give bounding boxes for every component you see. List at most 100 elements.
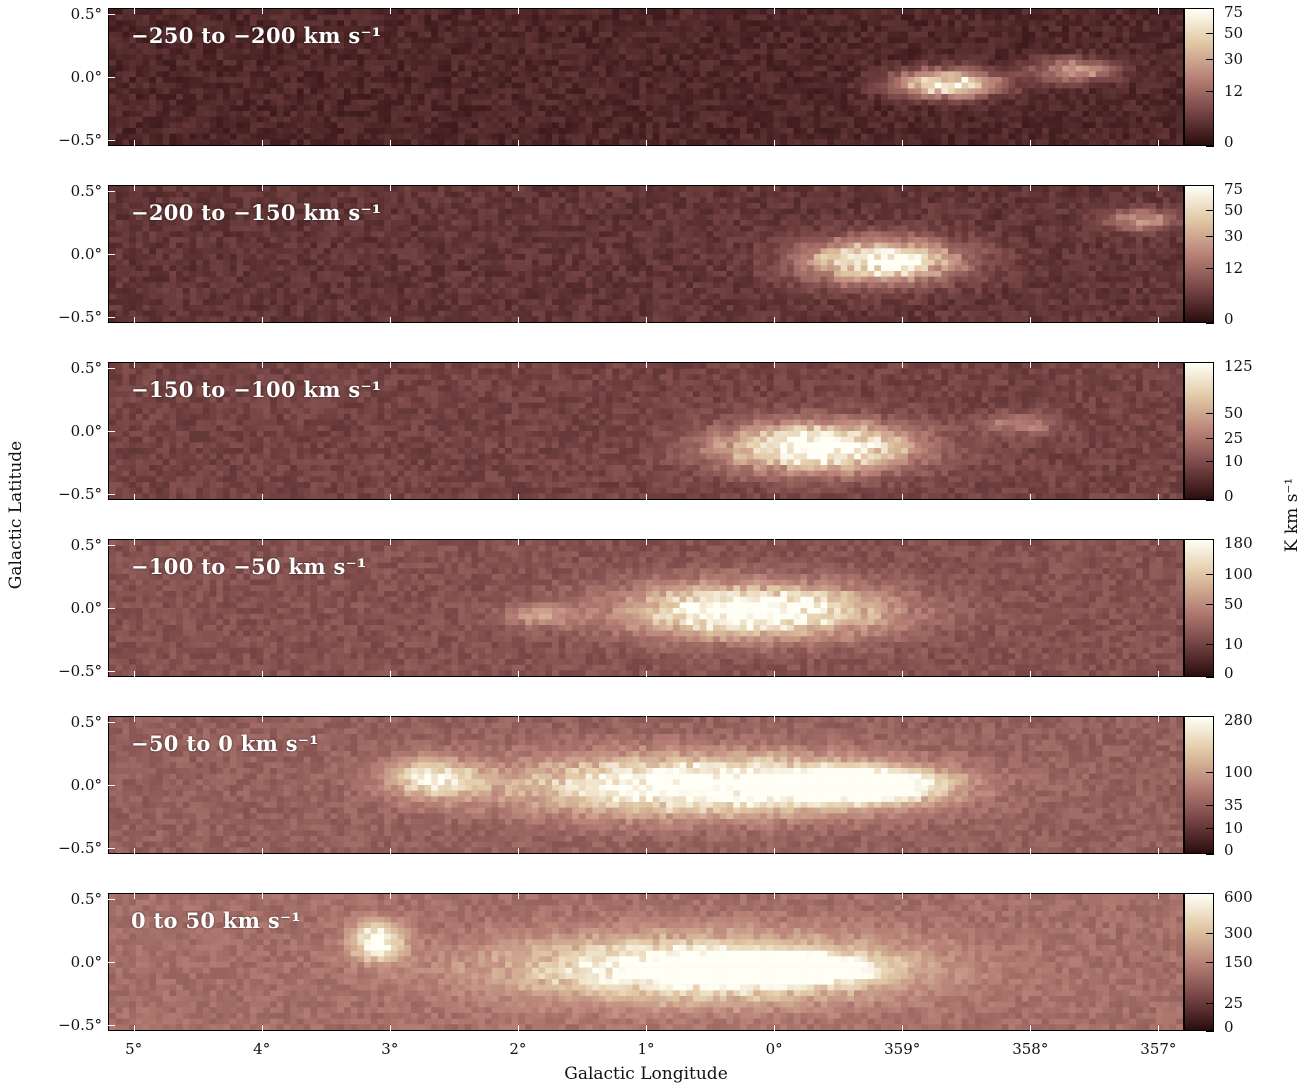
map-cell	[847, 133, 855, 140]
map-cell	[1089, 71, 1097, 78]
map-cell	[357, 186, 365, 192]
map-cell	[491, 20, 499, 27]
map-cell	[182, 214, 190, 221]
map-cell	[1122, 116, 1130, 123]
map-cell	[760, 14, 768, 21]
map-cell	[149, 133, 157, 140]
map-cell	[1176, 122, 1183, 129]
map-cell	[1176, 60, 1183, 66]
map-cell	[317, 116, 325, 123]
map-cell	[867, 203, 875, 209]
map-cell	[115, 31, 123, 38]
map-cell	[612, 43, 620, 49]
map-cell	[1102, 77, 1110, 83]
map-cell	[424, 214, 432, 221]
map-cell	[478, 214, 486, 221]
map-cell	[1095, 191, 1103, 198]
map-cell	[458, 99, 466, 106]
map-cell	[135, 54, 143, 61]
map-cell	[1068, 111, 1076, 117]
map-cell	[578, 105, 586, 112]
x-tick	[389, 8, 391, 14]
map-cell	[283, 71, 291, 78]
map-cell	[706, 111, 714, 117]
map-cell	[249, 60, 258, 66]
map-cell	[907, 116, 915, 123]
map-cell	[646, 26, 654, 32]
map-cell	[1162, 122, 1170, 129]
map-cell	[921, 9, 929, 15]
map-cell	[478, 82, 486, 89]
map-cell	[1102, 128, 1110, 134]
map-cell	[746, 20, 754, 27]
map-cell	[1042, 82, 1050, 89]
map-cell	[397, 26, 405, 32]
map-cell	[122, 94, 130, 100]
map-cell	[357, 88, 365, 95]
map-cell	[1028, 122, 1036, 129]
map-cell	[867, 65, 875, 72]
map-cell	[431, 191, 439, 198]
map-cell	[491, 197, 499, 204]
map-cell	[646, 99, 654, 106]
map-cell	[619, 203, 627, 209]
map-cell	[585, 14, 593, 21]
map-cell	[760, 82, 768, 89]
map-cell	[692, 220, 701, 226]
map-cell	[1055, 71, 1063, 78]
map-cell	[807, 197, 815, 204]
map-cell	[404, 208, 412, 215]
map-cell	[1169, 88, 1177, 95]
map-cell	[202, 20, 211, 27]
map-cell	[619, 31, 627, 38]
map-cell	[901, 203, 909, 209]
map-cell	[1082, 43, 1090, 49]
map-cell	[317, 122, 325, 129]
map-cell	[303, 71, 311, 78]
map-cell	[827, 220, 835, 226]
map-cell	[874, 31, 882, 38]
map-cell	[786, 214, 795, 221]
map-cell	[646, 111, 654, 117]
map-cell	[1136, 94, 1144, 100]
map-cell	[491, 26, 499, 32]
map-cell	[733, 88, 741, 95]
map-cell	[1156, 203, 1164, 209]
map-cell	[1122, 71, 1130, 78]
map-cell	[686, 111, 694, 117]
map-cell	[290, 191, 298, 198]
map-cell	[283, 60, 291, 66]
map-cell	[343, 139, 351, 145]
map-cell	[323, 88, 331, 95]
map-cell	[713, 99, 721, 106]
map-cell	[639, 94, 647, 100]
map-cell	[874, 43, 882, 49]
map-cell	[793, 220, 801, 226]
map-cell	[753, 71, 761, 78]
map-cell	[840, 220, 848, 226]
map-cell	[404, 191, 412, 198]
map-cell	[726, 220, 734, 226]
map-cell	[773, 71, 781, 78]
map-cell	[1122, 54, 1130, 61]
map-cell	[981, 186, 989, 192]
map-cell	[625, 214, 633, 221]
map-cell	[552, 37, 560, 44]
map-cell	[1149, 214, 1157, 221]
map-cell	[142, 197, 150, 204]
map-cell	[249, 186, 258, 192]
map-cell	[390, 43, 398, 49]
map-cell	[236, 122, 244, 129]
map-cell	[692, 77, 701, 83]
map-cell	[699, 77, 707, 83]
map-cell	[384, 9, 392, 15]
map-cell	[498, 31, 506, 38]
map-cell	[1095, 60, 1103, 66]
map-cell	[914, 220, 922, 226]
map-cell	[296, 197, 304, 204]
map-cell	[417, 54, 425, 61]
map-cell	[1042, 26, 1050, 32]
map-cell	[860, 43, 868, 49]
map-cell	[619, 133, 627, 140]
map-cell	[343, 88, 351, 95]
